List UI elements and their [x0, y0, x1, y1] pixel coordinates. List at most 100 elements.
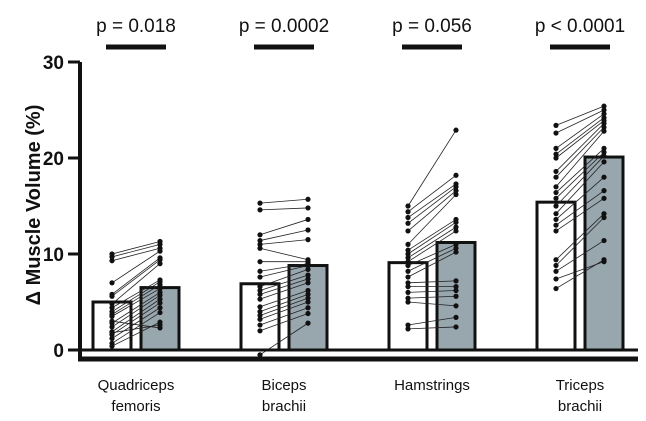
- significance-annotations: p = 0.018 p = 0.0002 p = 0.056 p < 0.0001: [96, 16, 625, 50]
- x-tick-label: Triceps: [556, 377, 605, 394]
- paired-line: [259, 247, 309, 261]
- data-point-pre: [257, 309, 263, 315]
- data-point-pre: [553, 216, 559, 223]
- data-point-pre: [405, 220, 411, 226]
- data-point-post: [453, 314, 459, 320]
- data-point-pre: [405, 241, 411, 247]
- data-point-pre: [257, 291, 263, 297]
- data-point-post: [601, 128, 607, 134]
- data-point-pre: [257, 237, 263, 244]
- paired-line: [555, 176, 605, 220]
- data-point-pre: [257, 352, 263, 358]
- plot-area: [91, 103, 625, 358]
- data-point-post: [305, 280, 311, 286]
- y-tick-label: 0: [53, 341, 64, 362]
- data-point-post: [305, 216, 311, 223]
- paired-line: [555, 151, 605, 199]
- paired-line: [259, 207, 309, 211]
- data-point-post: [305, 196, 311, 202]
- data-point-post: [453, 228, 459, 234]
- data-point-post: [601, 159, 607, 165]
- data-point-pre: [405, 326, 411, 332]
- data-point-pre: [405, 262, 411, 269]
- paired-line: [407, 301, 457, 307]
- group-0: [91, 238, 181, 352]
- paired-line: [555, 217, 605, 266]
- data-point-post: [601, 188, 607, 194]
- data-point-pre: [257, 259, 263, 265]
- data-point-pre: [553, 203, 559, 209]
- data-point-pre: [405, 322, 411, 328]
- paired-line: [555, 161, 605, 214]
- data-point-post: [157, 248, 163, 254]
- data-point-pre: [257, 241, 263, 247]
- paired-line: [407, 251, 457, 278]
- data-point-post: [157, 285, 163, 292]
- data-point-pre: [405, 209, 411, 215]
- data-point-post: [453, 184, 459, 190]
- data-point-post: [601, 120, 607, 127]
- paired-line: [407, 129, 457, 207]
- data-point-post: [601, 149, 607, 155]
- data-point-post: [157, 261, 163, 267]
- data-point-pre: [109, 280, 115, 286]
- data-point-post: [453, 224, 459, 230]
- data-point-pre: [553, 145, 559, 151]
- paired-line: [407, 221, 457, 255]
- paired-line: [555, 155, 605, 207]
- x-tick-label-line2: brachii: [262, 398, 306, 415]
- data-point-post: [305, 266, 311, 272]
- data-point-pre: [109, 254, 115, 260]
- data-point-pre: [553, 168, 559, 175]
- data-point-post: [157, 296, 163, 302]
- paired-line: [111, 288, 161, 317]
- paired-line: [259, 293, 309, 312]
- data-point-post: [601, 257, 607, 263]
- data-point-pre: [405, 274, 411, 280]
- data-point-pre: [553, 195, 559, 201]
- data-point-pre: [257, 245, 263, 251]
- data-point-post: [157, 325, 163, 331]
- paired-line: [259, 263, 309, 272]
- paired-line: [407, 326, 457, 330]
- y-tick-label: 10: [43, 245, 64, 266]
- data-point-post: [601, 111, 607, 117]
- data-point-post: [453, 287, 459, 294]
- x-tick-label: Biceps: [261, 377, 306, 394]
- data-point-post: [305, 295, 311, 301]
- data-point-post: [305, 276, 311, 282]
- paired-line: [259, 290, 309, 308]
- p-value-label: p = 0.0002: [239, 16, 329, 37]
- y-axis-ticks: 0 10 20 30: [43, 53, 80, 362]
- data-point-post: [601, 237, 607, 244]
- data-point-post: [601, 145, 607, 151]
- data-point-post: [157, 241, 163, 247]
- y-axis-title: Δ Muscle Volume (%): [23, 105, 45, 306]
- data-point-post: [305, 262, 311, 269]
- data-point-pre: [257, 232, 263, 238]
- data-point-post: [453, 278, 459, 284]
- paired-line: [111, 279, 161, 309]
- x-tick-label: Hamstrings: [394, 377, 470, 394]
- data-point-post: [601, 174, 607, 180]
- paired-line: [407, 280, 457, 284]
- paired-line: [555, 240, 605, 272]
- data-point-pre: [553, 276, 559, 282]
- data-point-post: [157, 305, 163, 311]
- data-point-pre: [109, 293, 115, 299]
- data-point-pre: [109, 301, 115, 307]
- paired-line: [407, 194, 457, 245]
- data-point-pre: [405, 228, 411, 234]
- data-point-pre: [109, 335, 115, 342]
- data-point-pre: [109, 313, 115, 319]
- data-point-post: [157, 300, 163, 306]
- paired-line: [407, 174, 457, 213]
- data-point-pre: [553, 189, 559, 196]
- data-point-pre: [405, 295, 411, 301]
- data-point-pre: [109, 305, 115, 311]
- paired-line: [555, 117, 605, 155]
- paired-line: [259, 297, 309, 316]
- data-point-pre: [257, 207, 263, 213]
- data-point-post: [453, 241, 459, 247]
